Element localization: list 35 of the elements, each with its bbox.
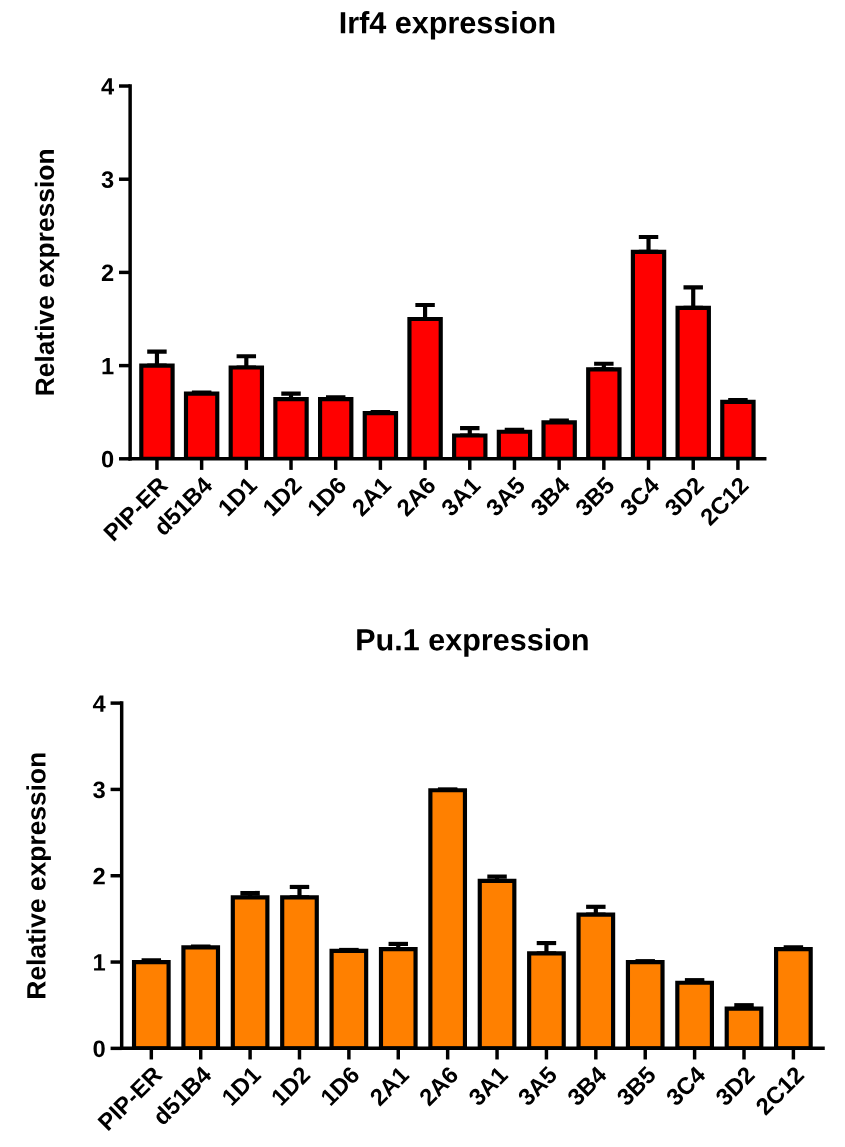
y-tick-label: 1 (102, 357, 114, 375)
x-tick-label: 1D6 (319, 1065, 361, 1107)
x-tick-label: 3B5 (615, 1065, 658, 1107)
x-tick-label: 3B4 (529, 475, 572, 518)
x-tick-label: 3C4 (618, 475, 661, 518)
y-tick-label: 0 (101, 450, 114, 468)
x-tick-label: 1D1 (221, 1065, 262, 1106)
x-tick-label: 1D2 (270, 1065, 311, 1106)
x-tick-label: 3C4 (664, 1064, 707, 1107)
x-tick-label: 1D2 (261, 475, 303, 517)
x-tick-label: 2A6 (418, 1065, 460, 1107)
y-tick-label: 4 (92, 695, 106, 712)
x-tick-label: 1D6 (306, 475, 348, 517)
x-tick-label: 3A5 (484, 475, 527, 518)
x-tick-label: 3A1 (439, 475, 482, 518)
x-tick-label: 3B4 (566, 1064, 609, 1107)
y-axis-title: Relative expression (34, 150, 60, 395)
chart-title: Irf4 expression (340, 11, 555, 40)
y-tick-label: 3 (101, 171, 114, 189)
x-tick-label: 3B5 (574, 475, 616, 518)
y-tick-label: 1 (94, 954, 106, 971)
x-tick-label: 3D2 (714, 1065, 756, 1107)
x-tick-label: 3A5 (516, 1065, 559, 1107)
x-tick-label: 3A1 (467, 1065, 509, 1107)
y-tick-label: 2 (93, 867, 105, 885)
chart-title: Pu.1 expression (357, 628, 588, 657)
y-tick-label: 2 (101, 264, 114, 281)
x-tick-label: 2A1 (368, 1065, 410, 1107)
y-tick-label: 0 (93, 1040, 105, 1058)
y-tick-label: 4 (101, 78, 115, 95)
x-tick-label: 2A6 (395, 475, 437, 518)
y-axis-title: Relative expression (26, 753, 51, 998)
x-tick-label: 1D1 (217, 475, 258, 517)
x-tick-label: 2A1 (350, 475, 393, 517)
y-tick-label: 3 (93, 781, 105, 799)
